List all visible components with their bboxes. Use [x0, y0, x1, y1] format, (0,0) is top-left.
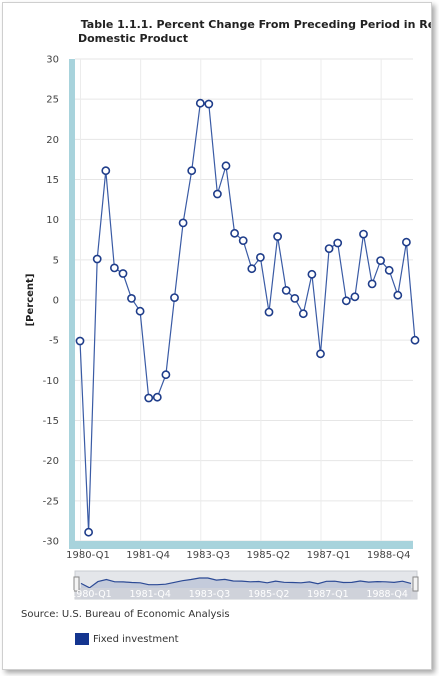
navigator[interactable]: 1980-Q1 1981-Q4 1983-Q3 1985-Q2 1987-Q1 1988-… [70, 570, 419, 600]
legend-swatch-fixed-investment [75, 633, 89, 645]
data-point[interactable] [110, 263, 119, 273]
navigator-handle-right[interactable] [412, 576, 419, 592]
data-point[interactable] [341, 296, 351, 306]
y-tick-label: 15 [46, 175, 59, 186]
data-point[interactable] [264, 307, 274, 317]
x-tick-label: 1983-Q3 [186, 550, 230, 561]
x-tick-label: 1980-Q1 [66, 550, 110, 561]
data-point[interactable] [101, 166, 111, 176]
navigator-label: 1987-Q1 [307, 589, 348, 600]
y-tick-label: -30 [43, 537, 59, 548]
data-point[interactable] [384, 265, 394, 275]
data-point[interactable] [195, 98, 205, 108]
x-tick-labels: 1980-Q1 1981-Q4 1983-Q3 1985-Q2 1987-Q1 1988-… [66, 549, 410, 561]
data-point[interactable] [316, 349, 325, 359]
navigator-handle-left[interactable] [73, 576, 80, 592]
y-tick-label: 10 [46, 215, 59, 226]
data-point[interactable] [212, 189, 222, 199]
data-point[interactable] [187, 166, 197, 176]
data-point[interactable] [75, 336, 85, 346]
chart-title: Table 1.1.1. Percent Change From Precedi… [23, 18, 431, 46]
data-point[interactable] [324, 244, 334, 253]
data-point[interactable] [230, 228, 239, 238]
y-tick-label: 5 [53, 255, 59, 266]
series-points [75, 98, 420, 537]
legend-label-fixed-investment[interactable]: Fixed investment [93, 633, 179, 645]
y-tick-labels: 30 25 20 15 10 5 0 -5 -10 -15 -20 -25 -30 [43, 55, 59, 548]
data-point[interactable] [376, 256, 385, 265]
data-point[interactable] [238, 236, 248, 245]
x-axis-band [69, 541, 413, 549]
data-point[interactable] [333, 238, 343, 248]
data-point[interactable] [401, 237, 411, 247]
gridlines [75, 58, 413, 542]
navigator-label: 1985-Q2 [248, 589, 289, 600]
data-point[interactable] [367, 279, 377, 289]
data-point[interactable] [161, 370, 171, 380]
data-point[interactable] [135, 306, 145, 316]
y-tick-label: -5 [49, 336, 59, 347]
navigator-label: 1988-Q4 [366, 589, 407, 600]
y-tick-label: 25 [46, 95, 59, 106]
data-point[interactable] [144, 393, 154, 403]
y-tick-label: -15 [43, 416, 59, 427]
data-point[interactable] [170, 293, 179, 302]
navigator-label: 1983-Q3 [189, 589, 230, 600]
x-tick-label: 1981-Q4 [126, 550, 170, 561]
data-point[interactable] [273, 232, 282, 241]
data-point[interactable] [255, 252, 265, 262]
data-point[interactable] [307, 269, 317, 279]
data-point[interactable] [92, 254, 102, 264]
x-tick-label: 1987-Q1 [307, 550, 351, 561]
y-tick-label: 0 [53, 296, 59, 307]
y-axis-band [69, 59, 75, 549]
data-point[interactable] [118, 269, 128, 278]
y-tick-label: 30 [46, 55, 59, 66]
y-axis-label: [Percent] [25, 274, 36, 327]
data-point[interactable] [393, 290, 403, 300]
x-tick-label: 1988-Q4 [367, 550, 411, 561]
chart-title-line1: Table 1.1.1. Percent Change From Precedi… [80, 18, 431, 31]
data-point[interactable] [178, 218, 188, 228]
data-point[interactable] [84, 527, 93, 537]
navigator-line [80, 577, 412, 589]
series-line-fixed-investment [79, 102, 416, 533]
data-point[interactable] [221, 161, 231, 171]
data-point[interactable] [290, 293, 300, 303]
data-point[interactable] [152, 392, 162, 402]
chart-frame: Table 1.1.1. Percent Change From Precedi… [2, 2, 432, 670]
y-tick-label: 20 [46, 135, 59, 146]
data-point[interactable] [127, 293, 136, 303]
y-tick-label: -10 [43, 376, 59, 387]
y-tick-label: -20 [43, 456, 59, 467]
data-point[interactable] [247, 264, 257, 274]
data-point[interactable] [410, 335, 420, 345]
navigator-label: 1980-Q1 [70, 589, 111, 600]
x-tick-label: 1985-Q2 [247, 550, 291, 561]
navigator-label-band [75, 588, 417, 599]
data-point[interactable] [359, 229, 368, 239]
navigator-label: 1981-Q4 [129, 589, 170, 600]
data-point[interactable] [298, 309, 308, 319]
legend[interactable]: Fixed investment [75, 632, 179, 646]
data-point[interactable] [281, 285, 291, 295]
source-note: Source: U.S. Bureau of Economic Analysis [21, 609, 230, 620]
data-point[interactable] [204, 99, 214, 109]
y-tick-label: -25 [43, 496, 59, 507]
chart-title-line2: Domestic Product [77, 32, 189, 45]
data-point[interactable] [350, 292, 360, 302]
